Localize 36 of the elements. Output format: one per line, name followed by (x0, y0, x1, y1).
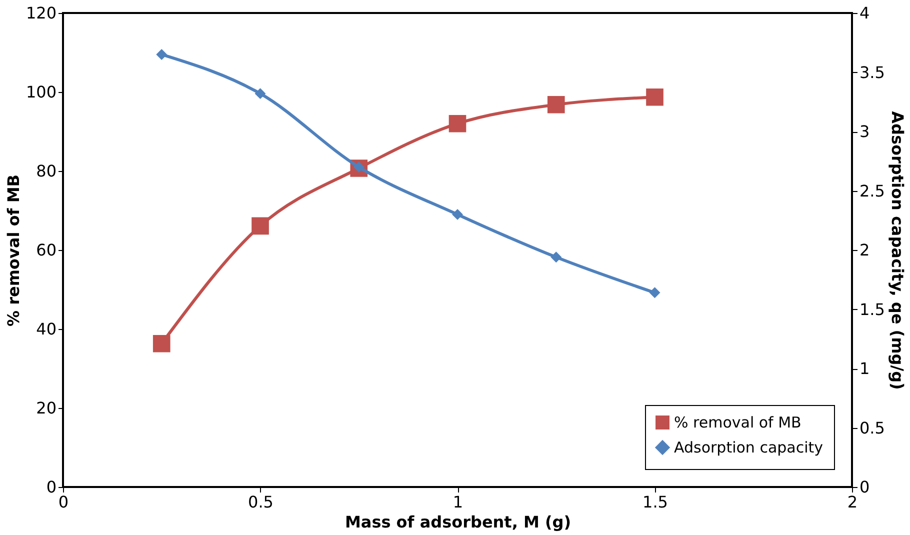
point (547, 96, 565, 114)
y2-tick-label: 0 (860, 478, 870, 496)
y2-tick-label: 1.5 (860, 300, 885, 319)
x-tick-label: 2 (847, 492, 858, 512)
y2-tick-label: 2.5 (860, 181, 885, 200)
y-tick-label: 0 (46, 478, 56, 496)
x-tick-label: 0 (58, 492, 69, 512)
point (156, 49, 168, 60)
y-axis-title: % removal of MB (4, 174, 23, 326)
y2-tick-label: 1 (860, 359, 870, 378)
x-axis-title: Mass of adsorbent, M (g) (344, 512, 572, 532)
x-tick-label: 1.5 (642, 492, 668, 512)
y2-axis-title: Adsorption capacity, qe (mg/g) (888, 111, 907, 390)
y2-tick-label: 2 (860, 240, 870, 260)
y-tick-label: 80 (36, 162, 56, 180)
x-tick-label: 0.5 (248, 492, 274, 512)
y-tick-label: 20 (36, 398, 56, 418)
legend-label: Adsorption capacity (674, 438, 824, 456)
y-tick-label: 40 (36, 320, 56, 338)
y2-tick-label: 3 (860, 122, 870, 141)
y2-tick-label: 0.5 (860, 418, 885, 438)
y-tick-label: 60 (36, 240, 56, 260)
x-tick-label: 1 (452, 492, 464, 512)
point (646, 88, 664, 106)
point (254, 88, 266, 100)
point (252, 217, 269, 235)
point (452, 208, 463, 220)
legend-label: % removal of MB (674, 414, 802, 432)
point (649, 287, 660, 298)
point (152, 334, 170, 352)
point (448, 114, 466, 132)
y-tick-label: 100 (26, 82, 56, 102)
y-tick-label: 120 (26, 4, 56, 22)
y2-tick-label: 4 (860, 4, 870, 22)
point (550, 252, 562, 263)
y2-tick-label: 3.5 (860, 62, 885, 82)
